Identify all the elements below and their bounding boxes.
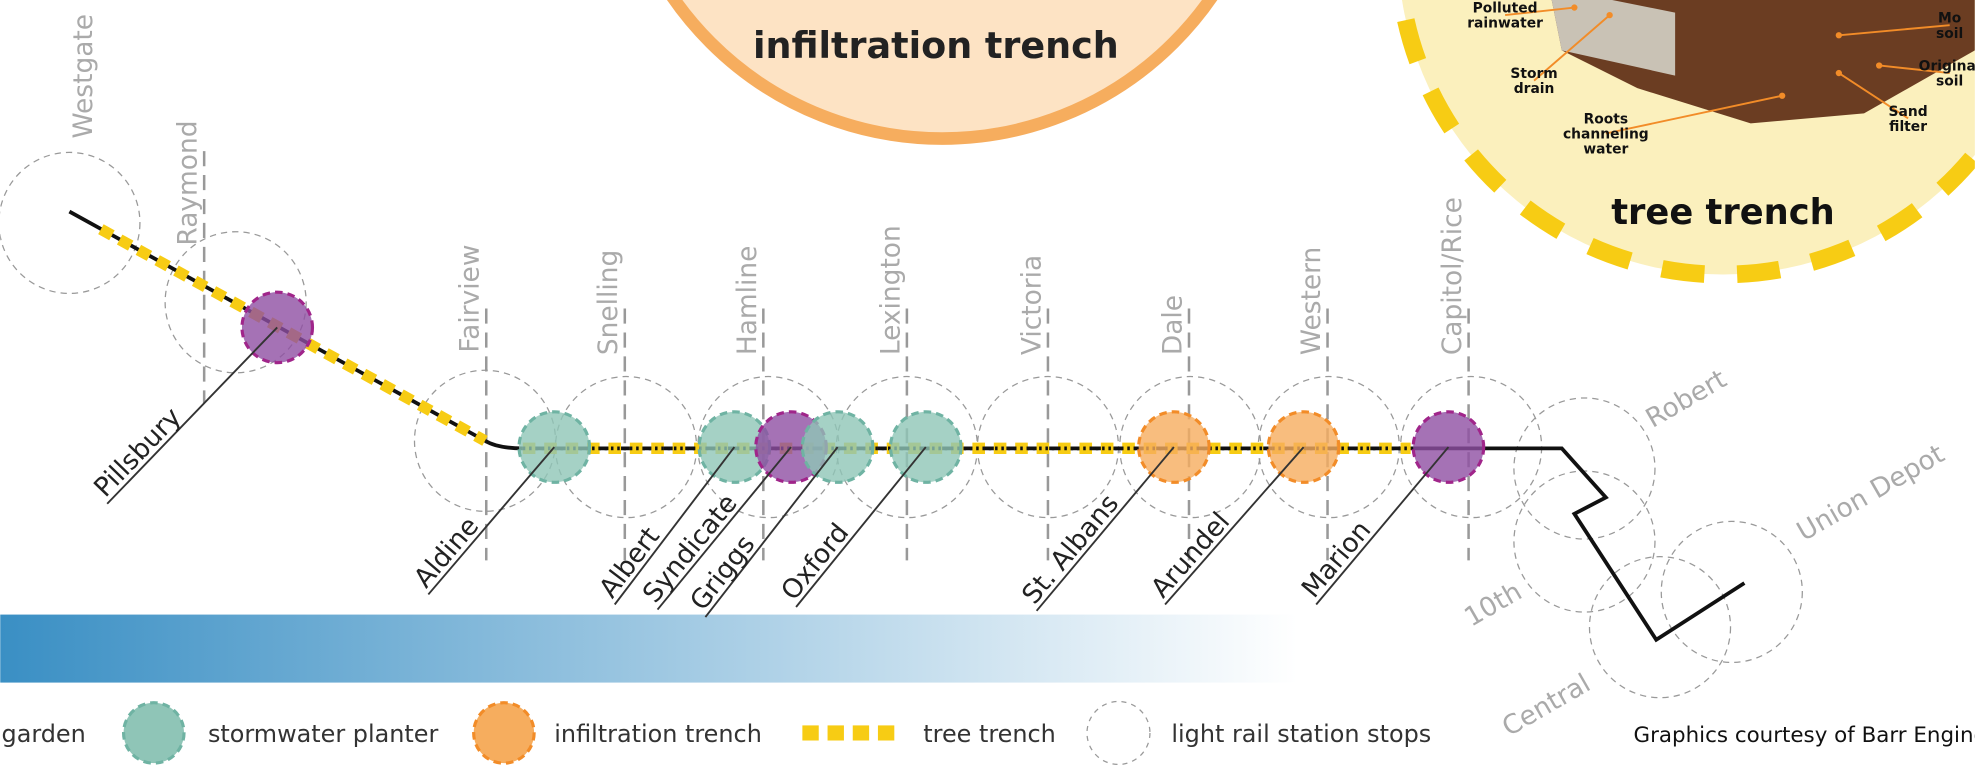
- legend-label: tree trench: [923, 720, 1056, 748]
- station-name: Westgate: [68, 14, 99, 139]
- station-circle: [1589, 557, 1730, 698]
- callout-dot: [1606, 12, 1612, 18]
- street-label: Pillsbury: [88, 402, 188, 504]
- legend-swatch: [1087, 701, 1150, 764]
- station-name: Snelling: [593, 250, 624, 355]
- legend-label: infiltration trench: [554, 720, 762, 748]
- street-label: Arundel: [1145, 506, 1236, 604]
- tree-trench-title: tree trench: [1611, 192, 1835, 233]
- station-name: Capitol/Rice: [1437, 197, 1468, 355]
- callout-dot: [1876, 62, 1882, 68]
- credit: Graphics courtesy of Barr Engineering: [1634, 723, 1975, 748]
- legend-swatch: [802, 725, 818, 740]
- callout-dot: [1779, 93, 1785, 99]
- callout-dot: [1836, 32, 1842, 38]
- legend-label: rain garden: [0, 720, 86, 748]
- infiltration-title: infiltration trench: [753, 24, 1119, 67]
- diagram: infiltration trench tree trench Polluted…: [0, 0, 1975, 772]
- legend-swatch: [124, 703, 184, 763]
- station-name: Robert: [1640, 364, 1731, 435]
- station-name: Lexington: [875, 225, 906, 355]
- station-name: Victoria: [1016, 255, 1047, 355]
- gradient-band: [0, 615, 1297, 683]
- street-label: Oxford: [775, 518, 855, 607]
- station-name: Western: [1296, 247, 1327, 355]
- station-name: Fairview: [455, 245, 486, 353]
- bmp-site: [1268, 412, 1339, 483]
- station-name: Central: [1497, 668, 1596, 743]
- legend-swatch: [853, 725, 869, 740]
- station-name: Dale: [1157, 295, 1188, 355]
- legend-swatch: [878, 725, 894, 740]
- street-label: St. Albans: [1016, 488, 1125, 610]
- station-circle: [1514, 398, 1655, 539]
- callout-dot: [1571, 4, 1577, 10]
- street-label: Aldine: [408, 511, 485, 594]
- station-name: Hamline: [732, 246, 763, 356]
- station-circle: [0, 152, 140, 293]
- legend-label: light rail station stops: [1171, 720, 1431, 748]
- callout-dot: [1836, 70, 1842, 76]
- station-name: 10th: [1459, 576, 1527, 633]
- station-name: Union Depot: [1792, 438, 1950, 547]
- station-name: Raymond: [173, 120, 204, 245]
- legend-swatch: [828, 725, 844, 740]
- infiltration-bubble: [615, 0, 1270, 139]
- street-label: Marion: [1296, 515, 1378, 604]
- station-circle: [1514, 471, 1655, 612]
- legend-label: stormwater planter: [208, 720, 439, 748]
- canvas: infiltration trench tree trench Polluted…: [0, 0, 1975, 764]
- legend-swatch: [474, 703, 534, 763]
